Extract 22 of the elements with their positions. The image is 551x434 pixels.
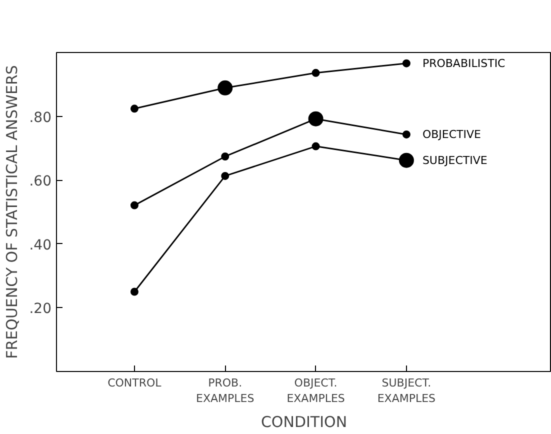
x-tick-label: CONTROL: [108, 376, 162, 390]
x-axis-title: CONDITION: [260, 413, 348, 432]
x-tick-label: OBJECT. EXAMPLES: [286, 376, 345, 406]
x-tick-label: SUBJECT. EXAMPLES: [377, 376, 436, 406]
series-label: PROBABILISTIC: [422, 56, 506, 70]
series-label: SUBJECTIVE: [422, 154, 488, 167]
series-label: OBJECTIVE: [422, 128, 482, 141]
point: [312, 142, 320, 150]
y-tick-label: .20: [29, 301, 52, 318]
x-tick-label: PROB. EXAMPLES: [196, 376, 254, 406]
point: [221, 152, 230, 160]
y-tick-label: .40: [29, 237, 52, 254]
y-axis-title: FREQUENCY OF STATISTICAL ANSWERS: [3, 65, 22, 359]
y-tick-label: .80: [29, 110, 52, 126]
point: [130, 104, 138, 113]
point: [312, 68, 320, 77]
point: [402, 59, 410, 68]
point: [130, 288, 138, 296]
y-tick-label: .60: [29, 174, 52, 190]
point: [402, 130, 410, 138]
point: [130, 201, 138, 210]
point: [221, 172, 230, 180]
